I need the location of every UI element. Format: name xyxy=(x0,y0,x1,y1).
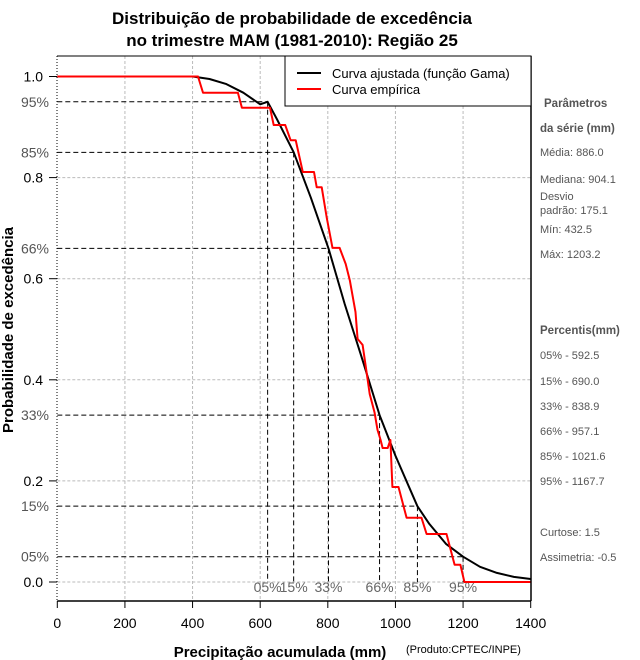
percentile-label-x: 05% xyxy=(254,579,282,595)
percentile-15: 15% - 690.0 xyxy=(540,376,599,388)
percentile-33: 33% - 838.9 xyxy=(540,401,599,413)
legend-label-empirical: Curva empírica xyxy=(332,82,421,97)
percentile-lines: 95%05%85%15%66%33%33%66%15%85%05%95% xyxy=(21,94,477,595)
stat-max: Máx: 1203.2 xyxy=(540,249,601,261)
x-tick-label: 200 xyxy=(113,615,137,631)
stat-curtose: Curtose: 1.5 xyxy=(540,527,600,539)
chart-title-line1: Distribuição de probabilidade de excedên… xyxy=(112,9,472,28)
params-heading-1: Parâmetros xyxy=(544,98,607,110)
x-tick-label: 1200 xyxy=(447,615,478,631)
y-axis-label: Probabilidade de excedência xyxy=(0,226,17,433)
percentile-85: 85% - 1021.6 xyxy=(540,451,605,463)
chart-title-line2: no trimestre MAM (1981-2010): Região 25 xyxy=(126,31,458,50)
percentile-label-y: 66% xyxy=(21,240,49,256)
x-tick-label: 400 xyxy=(181,615,205,631)
stat-assimetria: Assimetria: -0.5 xyxy=(540,552,616,564)
percentile-label-x: 66% xyxy=(366,579,394,595)
y-tick-label: 0.0 xyxy=(24,574,44,590)
stat-min: Mín: 432.5 xyxy=(540,224,592,236)
curves xyxy=(57,75,531,583)
x-tick-label: 1400 xyxy=(515,615,546,631)
legend-label-fitted: Curva ajustada (função Gama) xyxy=(332,66,510,81)
empirical-curve xyxy=(57,75,531,583)
stat-mediana: Mediana: 904.1 xyxy=(540,174,616,186)
stat-desvio-1: Desvio xyxy=(540,191,574,203)
y-axis: 1.0 0.8 0.6 0.4 0.2 0.0 xyxy=(24,69,57,590)
x-tick-label: 0 xyxy=(53,615,61,631)
percentile-label-y: 95% xyxy=(21,94,49,110)
side-panel: Parâmetros da série (mm) Média: 886.0 Me… xyxy=(540,98,620,564)
x-axis: 0 200 400 600 800 1000 1200 1400 xyxy=(53,600,546,631)
x-axis-label: Precipitação acumulada (mm) xyxy=(174,644,387,660)
y-tick-label: 1.0 xyxy=(24,69,44,85)
percentile-label-y: 85% xyxy=(21,144,49,160)
percentile-label-y: 05% xyxy=(21,549,49,565)
legend-box xyxy=(284,55,532,107)
fitted-gamma-curve xyxy=(57,75,531,580)
x-tick-label: 600 xyxy=(249,615,273,631)
percentile-66: 66% - 957.1 xyxy=(540,426,599,438)
percentile-label-y: 15% xyxy=(21,498,49,514)
params-heading-2: da série (mm) xyxy=(540,123,615,135)
y-tick-label: 0.2 xyxy=(24,473,44,489)
stat-media: Média: 886.0 xyxy=(540,147,604,159)
y-tick-label: 0.8 xyxy=(24,170,44,186)
legend: Curva ajustada (função Gama) Curva empír… xyxy=(284,55,532,107)
percentile-label-x: 33% xyxy=(314,579,342,595)
percentile-95: 95% - 1167.7 xyxy=(540,476,605,488)
y-tick-label: 0.6 xyxy=(24,271,44,287)
y-tick-label: 0.4 xyxy=(24,372,44,388)
credit-label: (Produto:CPTEC/INPE) xyxy=(406,644,521,656)
x-tick-label: 1000 xyxy=(380,615,411,631)
percentile-05: 05% - 592.5 xyxy=(540,350,599,362)
percentile-label-x: 15% xyxy=(280,579,308,595)
percentile-label-x: 85% xyxy=(403,579,431,595)
percentis-heading: Percentis(mm) xyxy=(540,325,620,337)
percentile-label-y: 33% xyxy=(21,407,49,423)
x-tick-label: 800 xyxy=(316,615,340,631)
stat-desvio-2: padrão: 175.1 xyxy=(540,205,608,217)
